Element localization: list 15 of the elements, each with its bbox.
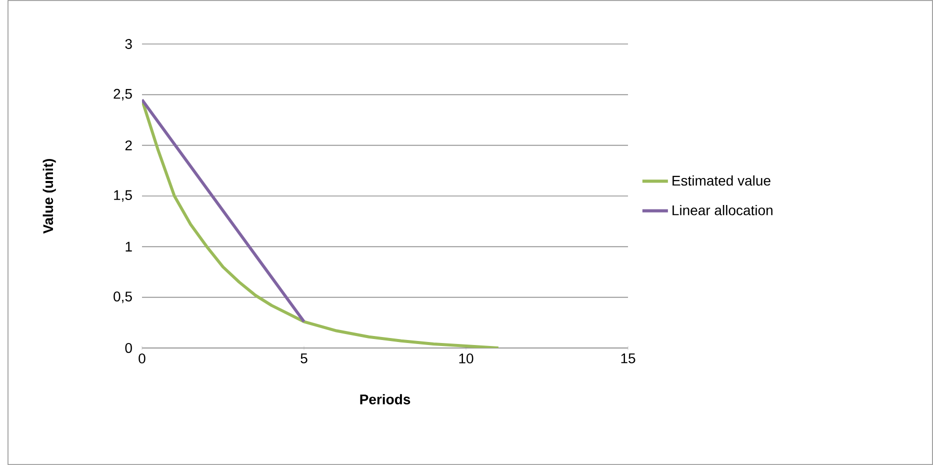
legend-label: Estimated value <box>672 175 770 186</box>
y-tick-label: 3 <box>125 39 132 49</box>
x-tick-label: 15 <box>621 354 636 364</box>
x-tick-label: 0 <box>138 354 146 364</box>
y-tick-label: 1,5 <box>114 190 132 202</box>
y-axis-title: Value (unit) <box>42 158 56 234</box>
y-tick-label: 0 <box>125 343 132 353</box>
y-tick-label: 1 <box>126 242 132 252</box>
x-tick-label: 10 <box>459 354 474 364</box>
legend-label: Linear allocation <box>672 204 772 216</box>
x-axis-title: Periods <box>360 394 410 404</box>
y-tick-label: 2 <box>125 140 132 150</box>
x-tick-label: 5 <box>300 354 308 364</box>
y-tick-label: 2,5 <box>114 88 132 100</box>
y-tick-label: 0,5 <box>114 292 132 304</box>
